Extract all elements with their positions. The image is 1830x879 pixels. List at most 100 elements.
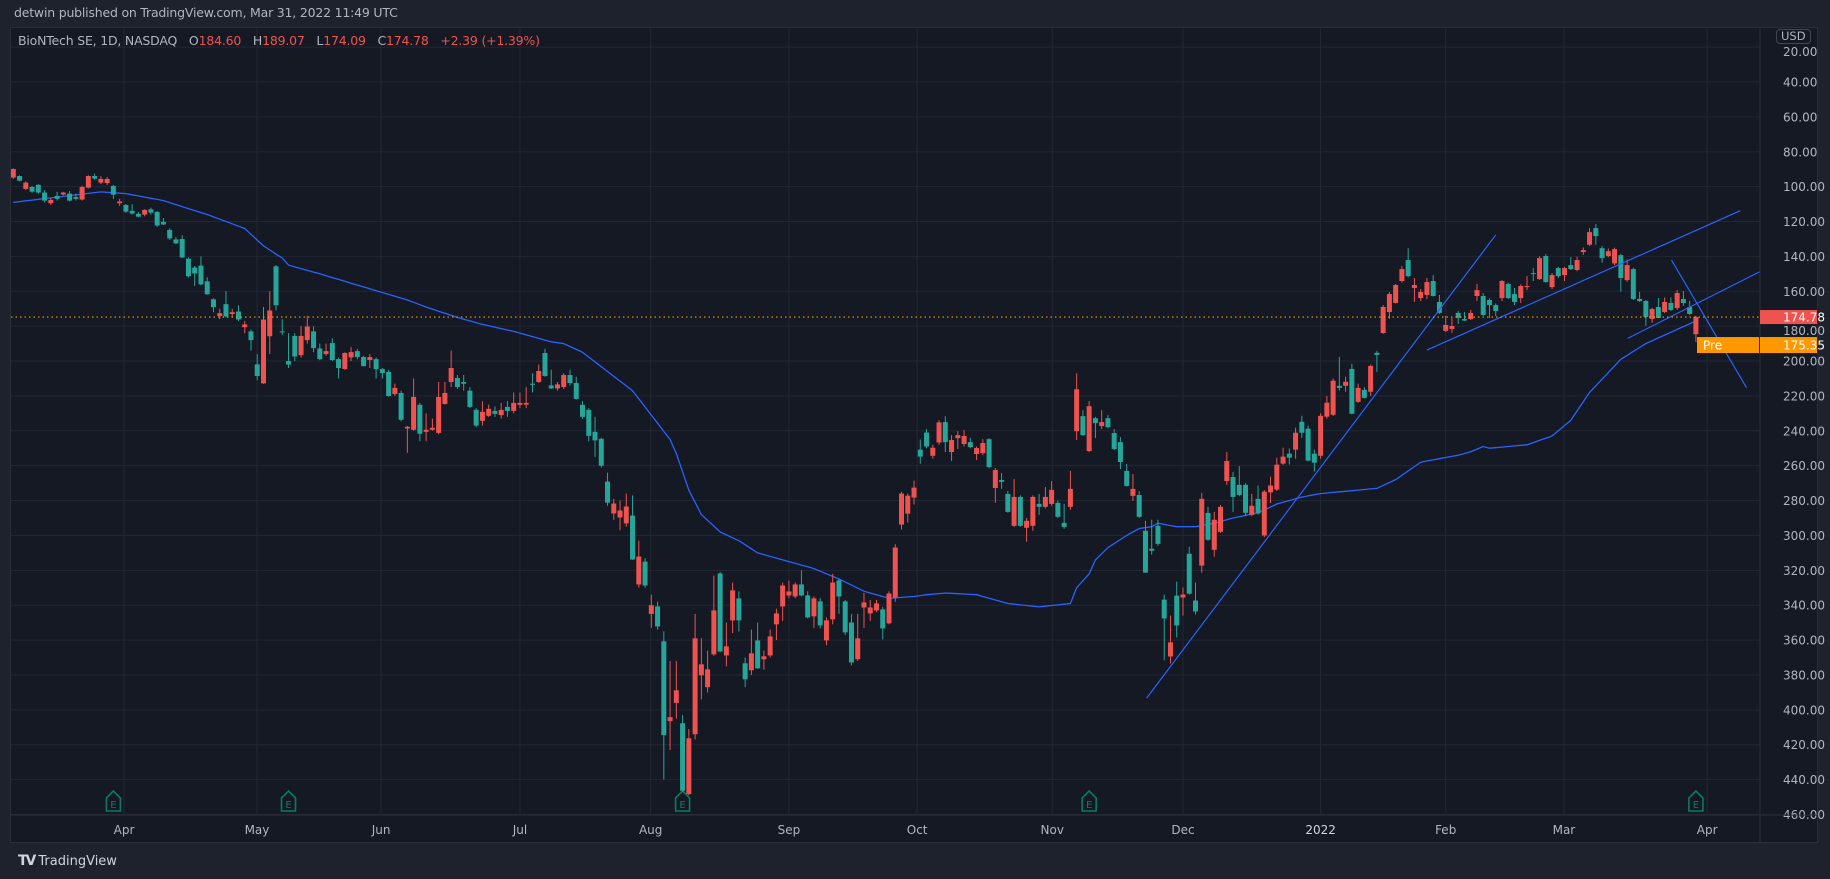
candle[interactable] [11, 168, 16, 179]
candle[interactable] [361, 355, 367, 367]
candle[interactable] [167, 228, 173, 240]
candle[interactable] [1574, 256, 1580, 272]
candle[interactable] [648, 594, 654, 628]
candle[interactable] [1336, 356, 1342, 391]
candle[interactable] [273, 265, 279, 311]
candle[interactable] [179, 235, 185, 259]
candle[interactable] [1130, 474, 1136, 501]
candle[interactable] [1411, 278, 1417, 302]
candle[interactable] [992, 467, 998, 503]
candle[interactable] [698, 638, 704, 700]
candle[interactable] [1593, 224, 1599, 245]
candle[interactable] [867, 599, 873, 621]
candle[interactable] [135, 211, 141, 218]
candle[interactable] [1361, 387, 1367, 399]
candle[interactable] [192, 265, 198, 287]
candle[interactable] [1624, 259, 1630, 282]
candle[interactable] [780, 582, 786, 621]
candle[interactable] [1630, 267, 1636, 300]
candle[interactable] [548, 369, 554, 389]
candle[interactable] [1136, 490, 1142, 518]
trendline[interactable] [1670, 259, 1748, 389]
candle[interactable] [54, 191, 60, 201]
candle[interactable] [386, 369, 392, 397]
candle[interactable] [1274, 457, 1280, 491]
candle[interactable] [730, 582, 736, 634]
candle[interactable] [1368, 364, 1374, 396]
candle[interactable] [999, 473, 1005, 489]
candle[interactable] [154, 211, 160, 227]
candle[interactable] [523, 387, 529, 409]
candle[interactable] [286, 333, 292, 369]
candle[interactable] [755, 622, 761, 669]
candle[interactable] [705, 650, 711, 693]
candle[interactable] [229, 308, 235, 318]
candle[interactable] [1524, 276, 1530, 291]
candle[interactable] [142, 209, 148, 217]
candle[interactable] [311, 326, 317, 353]
candle[interactable] [1486, 298, 1492, 318]
candle[interactable] [686, 729, 692, 796]
candle[interactable] [85, 175, 91, 189]
candle[interactable] [1568, 257, 1574, 271]
candle[interactable] [329, 338, 335, 362]
candle[interactable] [1555, 266, 1561, 279]
candle[interactable] [42, 190, 48, 203]
candle[interactable] [805, 591, 811, 619]
candle[interactable] [204, 277, 210, 295]
candle[interactable] [404, 425, 410, 453]
candle[interactable] [667, 661, 673, 750]
candle[interactable] [924, 429, 930, 449]
candle[interactable] [961, 430, 967, 447]
candle[interactable] [554, 381, 560, 391]
candle[interactable] [17, 175, 23, 182]
candle[interactable] [1474, 283, 1480, 302]
candle[interactable] [1449, 317, 1455, 333]
candle[interactable] [60, 191, 66, 196]
candle[interactable] [811, 596, 817, 628]
candle[interactable] [104, 177, 110, 185]
candle[interactable] [1405, 248, 1411, 278]
candle[interactable] [792, 582, 798, 599]
candle[interactable] [198, 256, 204, 286]
candle[interactable] [1268, 476, 1274, 504]
candle[interactable] [1443, 316, 1449, 332]
candle[interactable] [1236, 466, 1242, 497]
candle[interactable] [429, 418, 435, 431]
candle[interactable] [717, 572, 723, 653]
currency-button[interactable]: USD [1776, 29, 1811, 44]
footer-brand[interactable]: TV TradingView [18, 853, 117, 869]
candle[interactable] [855, 613, 861, 662]
candle[interactable] [1261, 490, 1267, 538]
candle[interactable] [467, 387, 473, 409]
candle[interactable] [92, 173, 98, 180]
candle[interactable] [967, 437, 973, 449]
candle[interactable] [617, 500, 623, 531]
candle[interactable] [536, 364, 542, 383]
candle[interactable] [636, 540, 642, 588]
candle[interactable] [680, 715, 686, 792]
candle[interactable] [1293, 427, 1299, 459]
candle[interactable] [655, 601, 661, 630]
candle[interactable] [1280, 447, 1286, 465]
candle[interactable] [1124, 463, 1130, 487]
candle[interactable] [567, 369, 573, 386]
candle[interactable] [836, 579, 842, 614]
candle[interactable] [1205, 506, 1211, 541]
candle[interactable] [185, 257, 191, 278]
candle[interactable] [723, 622, 729, 667]
candle[interactable] [454, 374, 460, 389]
candle[interactable] [442, 381, 448, 405]
candle[interactable] [73, 193, 79, 201]
candle[interactable] [1343, 376, 1349, 392]
candle[interactable] [1649, 307, 1655, 323]
candle[interactable] [1036, 493, 1042, 515]
candle[interactable] [955, 431, 961, 450]
candle[interactable] [817, 598, 823, 629]
candle[interactable] [1518, 284, 1524, 303]
candle[interactable] [798, 570, 804, 597]
candle[interactable] [767, 629, 773, 658]
trendline[interactable] [1146, 234, 1497, 699]
candle[interactable] [1399, 266, 1405, 283]
candle[interactable] [1080, 410, 1086, 437]
